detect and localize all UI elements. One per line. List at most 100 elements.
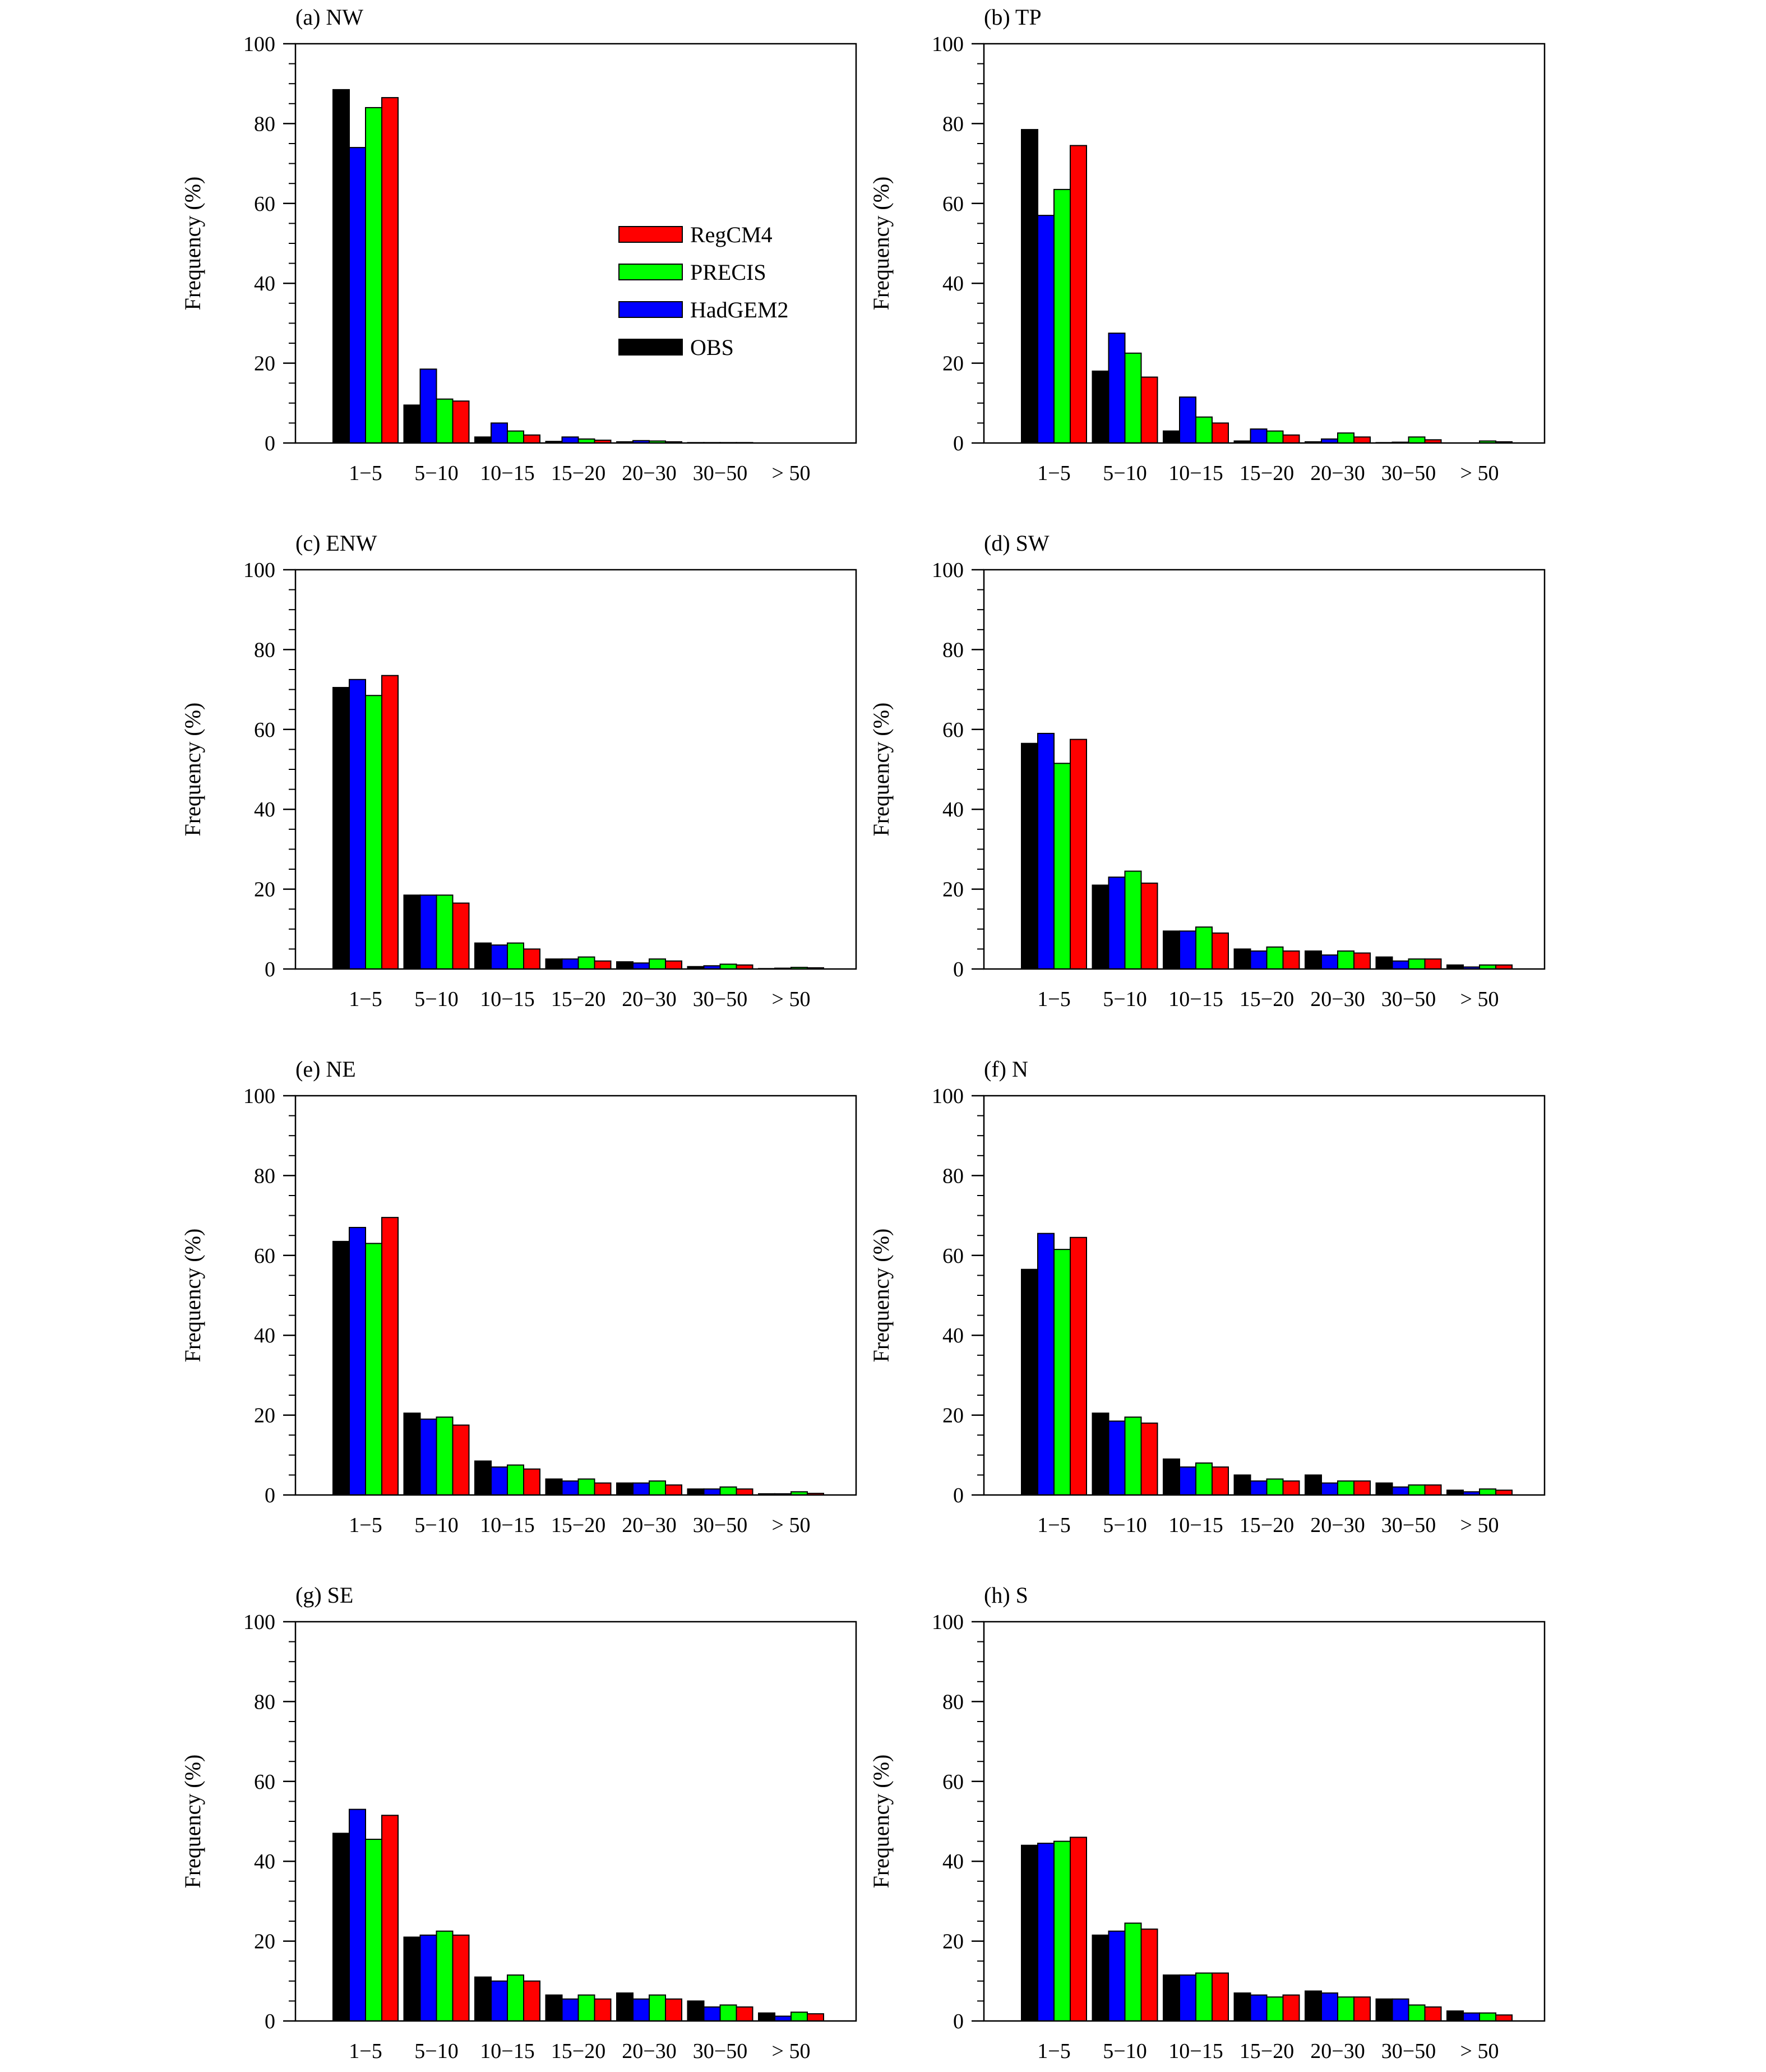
bar-regcm4-1 — [1140, 376, 1158, 444]
x-tick-label: 20−30 — [1310, 462, 1365, 485]
bar-regcm4-2 — [523, 1980, 540, 2022]
bar-obs-4 — [616, 1482, 634, 1496]
bar-obs-4 — [1305, 1474, 1322, 1496]
y-axis-title: Frequency (%) — [868, 177, 894, 311]
bar-hadgem2-0 — [349, 679, 366, 970]
bar-obs-2 — [1163, 1458, 1180, 1496]
bar-obs-5 — [1375, 1482, 1393, 1496]
y-tick-label: 40 — [254, 272, 275, 296]
legend-swatch-precis — [618, 264, 683, 280]
bar-regcm4-2 — [523, 1468, 540, 1496]
bar-obs-0 — [1021, 129, 1038, 444]
bar-regcm4-2 — [1212, 1466, 1229, 1496]
bar-regcm4-5 — [1424, 2006, 1442, 2022]
bar-obs-2 — [1163, 1974, 1180, 2022]
chart-panel: (f) N Frequency (%) 1−5 5−10 10−15 15−20 20−30… — [868, 1056, 1546, 1537]
y-axis-title: Frequency (%) — [180, 703, 205, 837]
y-tick-label: 40 — [942, 1324, 964, 1348]
bar-hadgem2-1 — [1108, 1930, 1126, 2022]
x-tick-label: 1−5 — [1037, 987, 1070, 1011]
bar-obs-1 — [403, 1936, 421, 2022]
x-tick-label: 10−15 — [480, 987, 534, 1011]
panel-title: (f) N — [984, 1056, 1028, 1082]
bar-hadgem2-2 — [1179, 1466, 1196, 1496]
bar-hadgem2-3 — [561, 436, 579, 444]
y-tick-label: 0 — [265, 2010, 275, 2033]
bar-obs-2 — [1163, 930, 1180, 970]
bar-obs-2 — [1163, 430, 1180, 444]
bar-precis-2 — [1195, 1972, 1213, 2022]
bar-regcm4-1 — [452, 902, 470, 970]
bar-regcm4-2 — [523, 434, 540, 444]
bar-hadgem2-1 — [419, 1934, 437, 2022]
bar-hadgem2-0 — [349, 1226, 366, 1496]
x-tick-label: 5−10 — [414, 2039, 458, 2063]
x-tick-label: 15−20 — [1240, 987, 1294, 1011]
x-tick-label: 1−5 — [1037, 462, 1070, 485]
bar-regcm4-0 — [381, 675, 399, 970]
bar-hadgem2-2 — [491, 1980, 508, 2022]
y-tick-label: 20 — [942, 352, 964, 376]
bar-obs-4 — [1305, 1990, 1322, 2022]
bar-hadgem2-5 — [1391, 1486, 1409, 1496]
bar-precis-6 — [1479, 1488, 1496, 1496]
bar-obs-2 — [474, 1460, 492, 1496]
x-tick-label: 5−10 — [1103, 462, 1146, 485]
bar-regcm4-4 — [1353, 952, 1371, 970]
bar-obs-0 — [1021, 1268, 1038, 1496]
bar-regcm4-6 — [807, 2013, 824, 2022]
bar-precis-1 — [1124, 352, 1142, 444]
bar-hadgem2-2 — [491, 422, 508, 444]
bar-regcm4-3 — [1282, 950, 1300, 970]
chart-panel: (a) NW Frequency (%) 1−5 5−10 10−15 15−20 20−3… — [180, 4, 857, 485]
bar-regcm4-0 — [1070, 1236, 1087, 1496]
x-tick-label: 5−10 — [1103, 987, 1146, 1011]
bar-regcm4-4 — [665, 1484, 682, 1496]
bar-regcm4-5 — [1424, 958, 1442, 970]
bar-hadgem2-4 — [1321, 954, 1338, 970]
y-axis-title: Frequency (%) — [180, 177, 205, 311]
bar-hadgem2-3 — [561, 958, 579, 970]
bar-hadgem2-1 — [419, 368, 437, 444]
x-tick-label: 20−30 — [622, 462, 676, 485]
chart-panel: (h) S Frequency (%) 1−5 5−10 10−15 15−20 20−30… — [868, 1582, 1546, 2063]
x-tick-label: 30−50 — [693, 462, 747, 485]
bar-hadgem2-2 — [1179, 930, 1196, 970]
bar-precis-4 — [1337, 1480, 1354, 1496]
legend-swatch-hadgem2 — [618, 301, 683, 318]
bar-regcm4-1 — [452, 1424, 470, 1496]
bar-regcm4-1 — [452, 1934, 470, 2022]
bar-obs-2 — [474, 436, 492, 444]
bar-regcm4-5 — [736, 1488, 753, 1496]
chart-panel: (b) TP Frequency (%) 1−5 5−10 10−15 15−20 20−3… — [868, 4, 1546, 485]
bar-precis-0 — [365, 695, 382, 970]
bar-regcm4-1 — [1140, 882, 1158, 970]
panel-title: (b) TP — [984, 4, 1042, 30]
y-tick-label: 0 — [953, 1484, 964, 1507]
y-axis-title: Frequency (%) — [868, 1229, 894, 1363]
chart-panel: (g) SE Frequency (%) 1−5 5−10 10−15 15−20 20−3… — [180, 1582, 857, 2063]
bar-precis-6 — [1479, 2012, 1496, 2022]
bar-hadgem2-2 — [491, 944, 508, 970]
bar-obs-3 — [1233, 1474, 1251, 1496]
bar-hadgem2-3 — [1250, 1994, 1268, 2022]
x-tick-label: 20−30 — [622, 1513, 676, 1537]
bar-regcm4-3 — [594, 1482, 612, 1496]
bar-precis-2 — [1195, 1462, 1213, 1496]
panel-title: (d) SW — [984, 530, 1050, 556]
y-tick-label: 80 — [254, 1690, 275, 1714]
y-tick-label: 60 — [942, 1770, 964, 1794]
y-axis-title: Frequency (%) — [868, 703, 894, 837]
y-tick-label: 100 — [932, 33, 964, 56]
y-tick-label: 80 — [942, 638, 964, 662]
x-tick-label: 1−5 — [349, 2039, 382, 2063]
bar-obs-4 — [616, 1992, 634, 2022]
bar-regcm4-4 — [1353, 1996, 1371, 2022]
bar-precis-2 — [1195, 926, 1213, 970]
panel-title: (c) ENW — [295, 530, 377, 556]
bar-obs-3 — [545, 1994, 563, 2022]
bar-obs-6 — [758, 2012, 775, 2022]
legend-label: HadGEM2 — [690, 297, 789, 322]
bar-hadgem2-0 — [1037, 732, 1055, 970]
y-tick-label: 80 — [942, 112, 964, 136]
